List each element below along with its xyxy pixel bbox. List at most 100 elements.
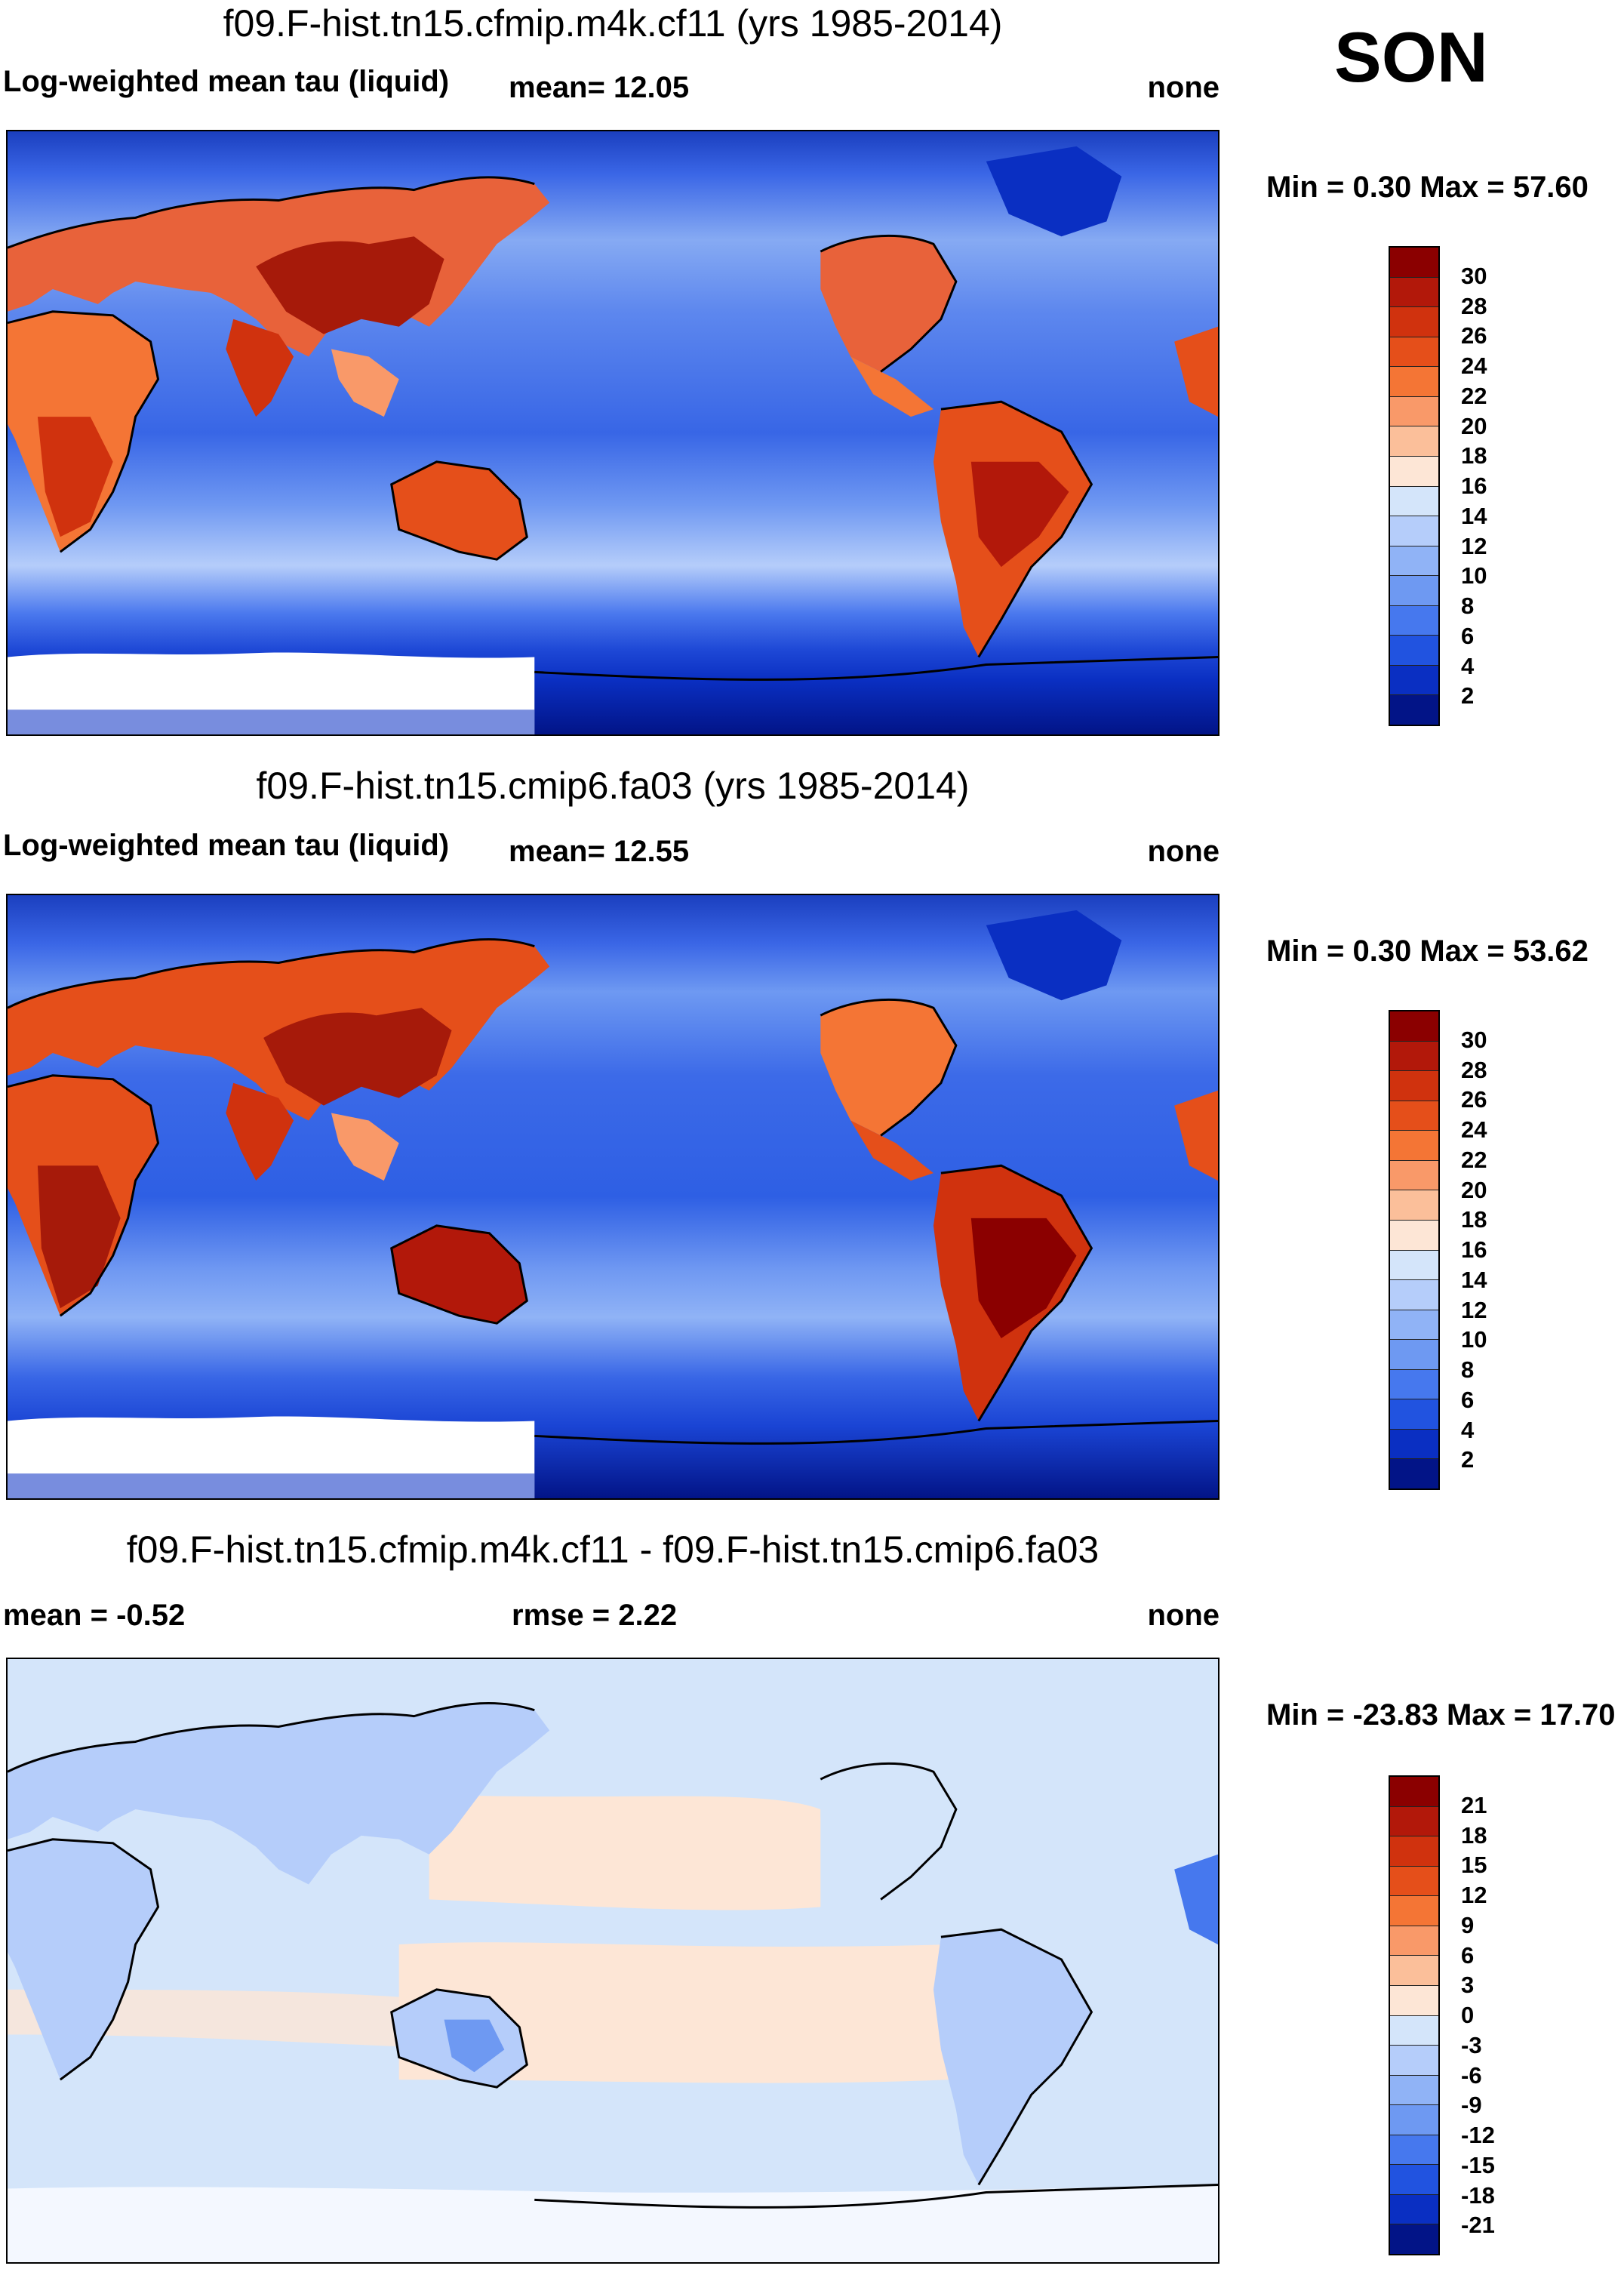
colorbar-segment [1390,1866,1438,1897]
panel-3-minmax-label: Min = -23.83 Max = 17.70 [1266,1698,1616,1732]
colorbar-tick-label: -18 [1461,2181,1495,2209]
colorbar-tick-label: 22 [1461,382,1487,409]
colorbar-tick-label: 26 [1461,1086,1487,1113]
colorbar-segment [1390,2105,1438,2135]
colorbar-segment [1390,1985,1438,2016]
colorbar-segment [1390,2194,1438,2225]
colorbar-tick-label: 2 [1461,1446,1475,1473]
land-south-america-core [970,461,1069,568]
colorbar-segment [1390,665,1438,696]
colorbar-segment [1390,1041,1438,1072]
colorbar-segment [1390,2165,1438,2195]
colorbar-segment [1390,516,1438,546]
colorbar-tick-label: 21 [1461,1791,1487,1818]
colorbar-segment [1390,1459,1438,1488]
colorbar-segment [1390,1926,1438,1956]
colorbar-segment [1390,426,1438,457]
colorbar-tick-label: 8 [1461,1356,1475,1383]
panel-1-units-label: none [1147,71,1220,104]
coastlines [8,1701,1218,2209]
panel-2-colorbar [1389,1010,1440,1490]
colorbar-segment [1390,1777,1438,1807]
colorbar-tick-label: 16 [1461,473,1487,499]
colorbar-segment [1390,1340,1438,1370]
land-asia-core [256,236,444,334]
panel-1-title: f09.F-hist.tn15.cfmip.m4k.cf11 (yrs 1985… [223,2,1003,45]
colorbar-tick-label: 0 [1461,2002,1475,2028]
colorbar-tick-label: 6 [1461,1386,1475,1413]
colorbar-tick-label: 14 [1461,1266,1487,1293]
colorbar-tick-label: 30 [1461,262,1487,289]
colorbar-tick-label: 12 [1461,532,1487,559]
colorbar-tick-label: 4 [1461,1416,1475,1443]
land-south-america [933,1929,1092,2185]
colorbar-segment [1390,1399,1438,1430]
colorbar-segment [1390,2224,1438,2254]
antarctica-fringe [8,1473,535,1498]
panel-2-title: f09.F-hist.tn15.cmip6.fa03 (yrs 1985-201… [256,765,970,807]
land-se-asia [331,1113,399,1181]
colorbar-segment [1390,486,1438,517]
land-india [226,319,294,417]
colorbar-segment [1390,1429,1438,1460]
colorbar-tick-label: 24 [1461,352,1487,379]
colorbar-segment [1390,695,1438,725]
land-south-america-core [970,1218,1077,1339]
colorbar-segment [1390,337,1438,368]
colorbar-segment [1390,2046,1438,2076]
land-east-africa-edge [1174,326,1218,417]
colorbar-tick-label: 6 [1461,622,1475,649]
season-label: SON [1334,17,1488,97]
colorbar-segment [1390,1131,1438,1161]
land-east-africa-edge [1174,1090,1218,1181]
colorbar-segment [1390,1220,1438,1251]
colorbar-segment [1390,1956,1438,1986]
colorbar-segment [1390,277,1438,308]
colorbar-segment [1390,1896,1438,1926]
panel-1-map [6,130,1220,736]
colorbar-segment [1390,605,1438,636]
colorbar-tick-label: 28 [1461,292,1487,319]
panel-3-title: f09.F-hist.tn15.cfmip.m4k.cf11 - f09.F-h… [126,1529,1100,1571]
colorbar-tick-label: 8 [1461,593,1475,619]
colorbar-segment [1390,1280,1438,1310]
colorbar-segment [1390,2015,1438,2046]
colorbar-tick-label: 3 [1461,1972,1475,1999]
colorbar-tick-label: 18 [1461,1206,1487,1233]
colorbar-tick-label: -12 [1461,2122,1495,2148]
colorbar-segment [1390,396,1438,427]
colorbar-tick-label: -15 [1461,2151,1495,2178]
land-antarctica [8,2184,1218,2262]
colorbar-segment [1390,2075,1438,2106]
colorbar-tick-label: 12 [1461,1882,1487,1908]
panel-3-units-label: none [1147,1599,1220,1632]
colorbar-segment [1390,1836,1438,1867]
colorbar-tick-label: 20 [1461,412,1487,439]
coastlines [8,176,1218,681]
colorbar-tick-label: 18 [1461,442,1487,469]
subtropical-positive-band [398,1942,949,2083]
panel-3-mean-label: mean = -0.52 [3,1599,186,1632]
colorbar-tick-label: 10 [1461,1326,1487,1353]
colorbar-segment [1390,546,1438,577]
colorbar-tick-label: 6 [1461,1941,1475,1969]
antarctica-fringe [8,710,535,734]
colorbar-tick-label: 2 [1461,682,1475,710]
panel-3-colorbar [1389,1775,1440,2255]
land-greenland [986,910,1122,1001]
colorbar-tick-label: -9 [1461,2092,1482,2119]
colorbar-segment [1390,576,1438,606]
panel-3-map [6,1658,1220,2264]
coastlines [8,937,1218,1445]
colorbar-segment [1390,1310,1438,1341]
colorbar-segment [1390,1806,1438,1837]
colorbar-segment [1390,1071,1438,1101]
panel-1-variable-label: Log-weighted mean tau (liquid) [3,65,450,98]
panel-2-map [6,894,1220,1500]
panel-2-mean-label: mean= 12.55 [509,835,690,868]
colorbar-segment [1390,1011,1438,1042]
colorbar-tick-label: 18 [1461,1821,1487,1849]
colorbar-tick-label: 14 [1461,502,1487,529]
land-australia-core [444,2019,505,2073]
panel-1-colorbar [1389,246,1440,726]
